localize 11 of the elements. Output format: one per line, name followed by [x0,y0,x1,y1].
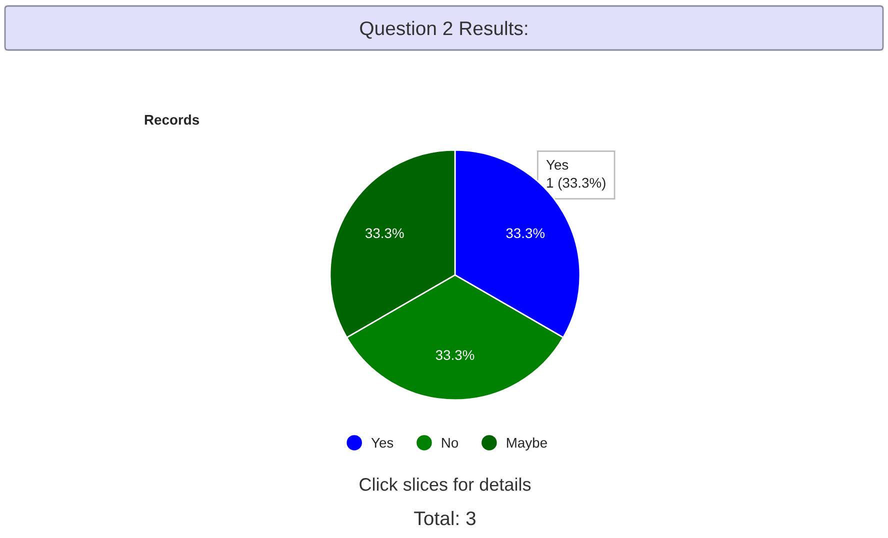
data-label: 33.3% [436,350,474,360]
text: Click slices for details [360,478,531,491]
text: Yes 1 (33.3%) [546,160,606,190]
data-label: 33.3% [506,228,545,238]
legend-label: Maybe [507,438,547,450]
legend-label: No [442,438,458,448]
data-label: 33.3% [365,228,404,238]
text: Total: 3 [414,510,476,526]
legend-label: Yes [371,438,394,448]
text: Records [144,114,200,125]
chart-title: Question 2 Results: [360,20,528,39]
